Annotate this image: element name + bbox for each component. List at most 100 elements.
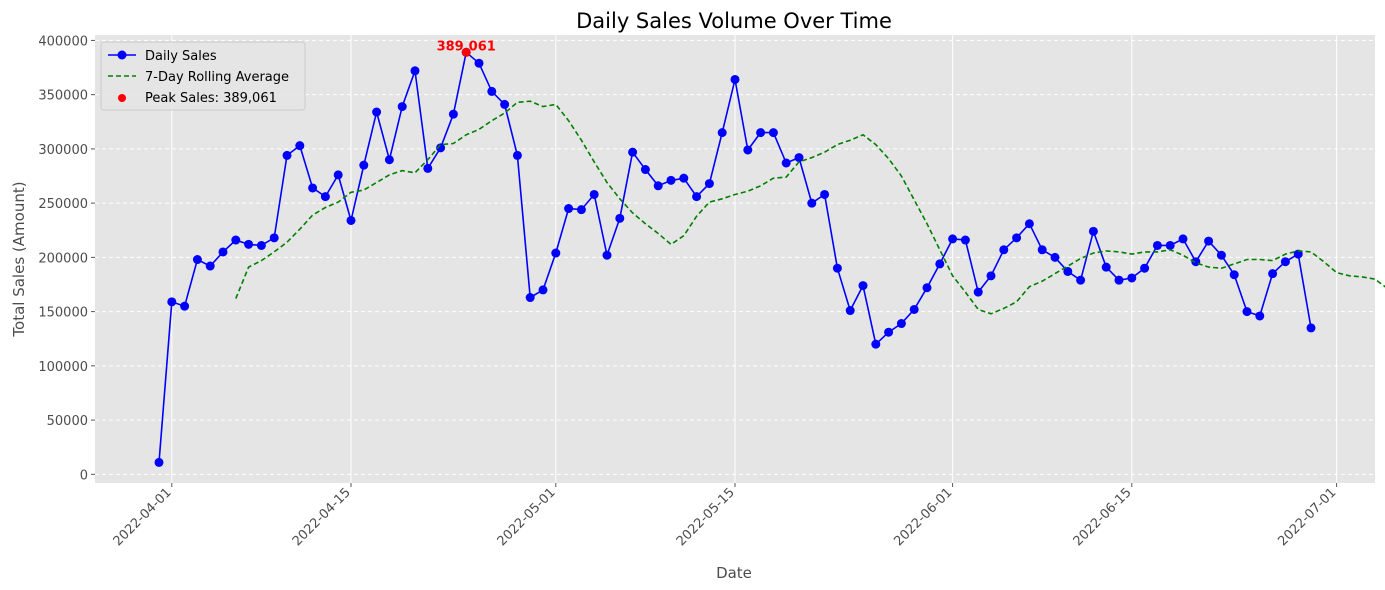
data-point [628, 147, 638, 157]
data-point [525, 293, 535, 303]
data-point [896, 319, 906, 329]
data-point [743, 145, 753, 155]
data-point [1255, 311, 1265, 321]
data-point [884, 327, 894, 337]
data-point [922, 283, 932, 293]
data-point [948, 234, 958, 244]
x-tick-label: 2022-04-01 [111, 485, 175, 549]
y-tick-label: 150000 [38, 306, 88, 321]
y-tick-label: 400000 [38, 34, 88, 49]
data-point [500, 99, 510, 109]
data-point [602, 250, 612, 260]
data-point [1088, 226, 1098, 236]
data-point [820, 189, 830, 199]
data-point [231, 235, 241, 245]
legend-rolling-average-label: 7-Day Rolling Average [145, 70, 289, 85]
data-point [871, 339, 881, 349]
y-axis-ticks: 0 50000 100000 150000 200000 250000 300000 3500… [38, 34, 95, 483]
x-tick-label: 2022-06-15 [1071, 485, 1135, 549]
data-point [1204, 236, 1214, 246]
data-point [192, 255, 202, 265]
data-point [794, 153, 804, 163]
data-point [474, 58, 484, 68]
data-point [423, 163, 433, 173]
data-point [832, 263, 842, 273]
y-tick-label: 350000 [38, 89, 88, 104]
data-point [180, 301, 190, 311]
data-point [154, 457, 164, 467]
data-point [205, 261, 215, 271]
data-point [1229, 270, 1239, 280]
data-point [218, 247, 228, 257]
y-tick-label: 50000 [47, 414, 88, 429]
y-tick-label: 0 [80, 468, 88, 483]
data-point [397, 102, 407, 112]
legend-peak-label: Peak Sales: 389,061 [145, 91, 277, 106]
data-point [858, 281, 868, 291]
legend-box [100, 41, 306, 111]
data-point [1076, 275, 1086, 285]
data-point [244, 239, 254, 249]
series-layer: 389,061 [154, 39, 1385, 467]
x-tick-label: 2022-06-01 [891, 485, 955, 549]
data-point [384, 155, 394, 165]
data-point [781, 158, 791, 168]
peak-annotation: 389,061 [437, 39, 496, 54]
data-point [1242, 307, 1252, 317]
legend-daily-sales-label: Daily Sales [145, 49, 217, 64]
y-tick-label: 300000 [38, 143, 88, 158]
data-point [845, 306, 855, 316]
y-axis-label: Total Sales (Amount) [10, 181, 28, 337]
data-point [1114, 275, 1124, 285]
data-point [295, 141, 305, 151]
data-point [717, 128, 727, 138]
data-point [640, 165, 650, 175]
data-point [1024, 219, 1034, 229]
y-tick-label: 200000 [38, 251, 88, 266]
data-point [960, 235, 970, 245]
legend-peak-marker [118, 94, 126, 102]
data-point [1127, 273, 1137, 283]
data-point [359, 160, 369, 170]
data-point [807, 198, 817, 208]
x-tick-label: 2022-04-15 [290, 485, 354, 549]
data-point [512, 150, 522, 160]
data-point [333, 170, 343, 180]
data-point [448, 109, 458, 119]
data-point [551, 248, 561, 258]
data-point [692, 192, 702, 202]
data-point [308, 183, 318, 193]
x-tick-label: 2022-05-01 [495, 485, 559, 549]
data-point [269, 233, 279, 243]
legend-daily-sales-marker [117, 50, 127, 60]
x-tick-label: 2022-05-15 [674, 485, 738, 549]
data-point [973, 287, 983, 297]
data-point [436, 143, 446, 153]
data-point [756, 128, 766, 138]
grid-lines [95, 35, 1375, 483]
data-point [320, 192, 330, 202]
data-point [282, 150, 292, 160]
data-point [564, 204, 574, 214]
chart-title: Daily Sales Volume Over Time [576, 9, 892, 33]
data-point [346, 215, 356, 225]
legend: Daily Sales 7-Day Rolling Average Peak S… [100, 41, 306, 111]
data-point [935, 259, 945, 269]
data-point [704, 179, 714, 189]
data-point [1012, 233, 1022, 243]
data-point [615, 213, 625, 223]
data-point [410, 66, 420, 76]
y-tick-label: 100000 [38, 360, 88, 375]
data-point [1268, 269, 1278, 279]
x-axis-ticks: 2022-04-01 2022-04-15 2022-05-01 2022-05-15… [111, 483, 1339, 549]
data-point [1152, 240, 1162, 250]
data-point [1063, 266, 1073, 276]
x-axis-label: Date [716, 564, 752, 582]
x-tick-label: 2022-07-01 [1275, 485, 1339, 549]
data-point [1178, 234, 1188, 244]
data-point [679, 173, 689, 183]
data-point [487, 86, 497, 96]
data-point [653, 181, 663, 191]
data-point [666, 175, 676, 185]
